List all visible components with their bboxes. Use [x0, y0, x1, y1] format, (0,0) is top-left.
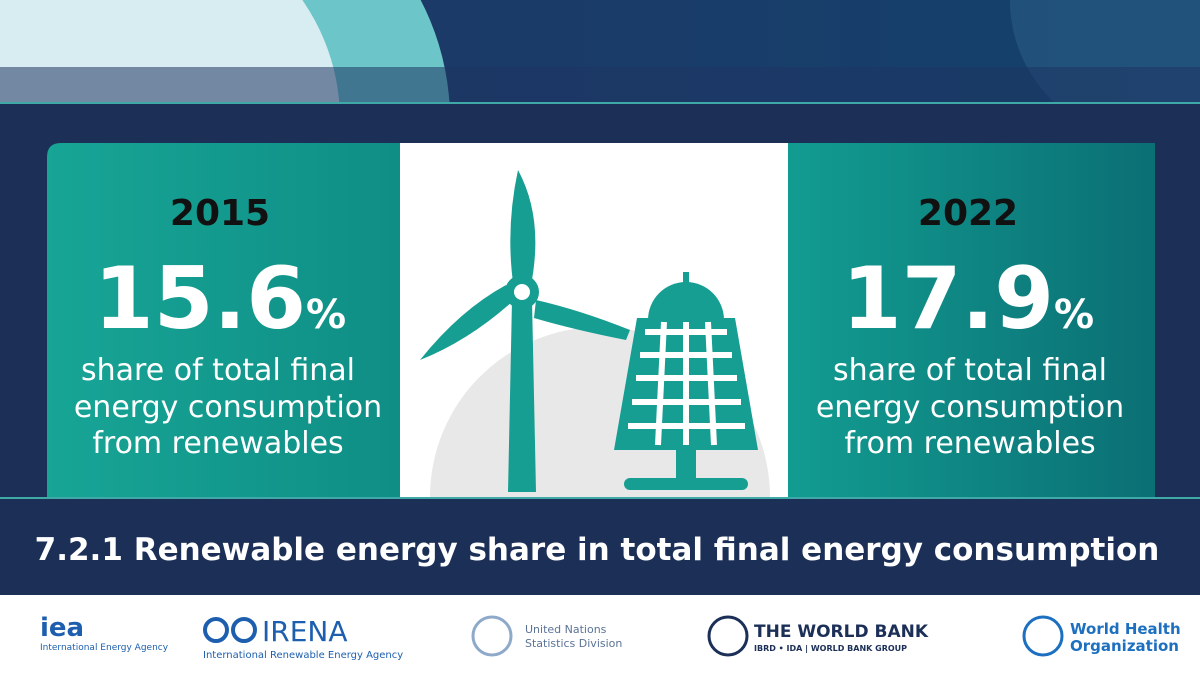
- year: 2015: [170, 193, 270, 234]
- value: 17.9%: [842, 249, 1094, 349]
- description: from renewables: [92, 426, 343, 461]
- logo-icon: [203, 617, 257, 643]
- description: share of total final: [833, 353, 1107, 388]
- value-number: 17.9: [842, 249, 1054, 349]
- logo-sub: International Energy Agency: [40, 643, 169, 653]
- panel: [47, 143, 400, 497]
- panel: [788, 143, 1155, 497]
- logo-icon: [471, 615, 513, 657]
- logo-name: World Health: [1070, 620, 1181, 638]
- footer: [0, 595, 1200, 675]
- value-number: 15.6: [94, 249, 306, 349]
- logo-sub: Statistics Division: [525, 637, 622, 650]
- logo-icon: [1022, 615, 1064, 657]
- logo-icon: [707, 615, 749, 657]
- logo-sub: IBRD • IDA | WORLD BANK GROUP: [754, 644, 907, 653]
- description: share of total final: [81, 353, 355, 388]
- illustration: [420, 170, 770, 497]
- value-unit: %: [306, 292, 346, 338]
- logo-sub: International Renewable Energy Agency: [203, 650, 403, 661]
- description: from renewables: [844, 426, 1095, 461]
- decor-strip: [0, 67, 1200, 105]
- value: 15.6%: [94, 249, 346, 349]
- value-unit: %: [1054, 292, 1094, 338]
- title: 7.2.1 Renewable energy share in total fi…: [35, 532, 1160, 568]
- logo-name: IRENA: [262, 615, 348, 648]
- year: 2022: [918, 193, 1018, 234]
- logo-sub: Organization: [1070, 637, 1179, 655]
- description: energy consumption: [74, 390, 382, 425]
- logo-name: iea: [40, 613, 84, 643]
- logo-name: THE WORLD BANK: [754, 622, 929, 642]
- description: energy consumption: [816, 390, 1124, 425]
- logo-name: United Nations: [525, 623, 607, 636]
